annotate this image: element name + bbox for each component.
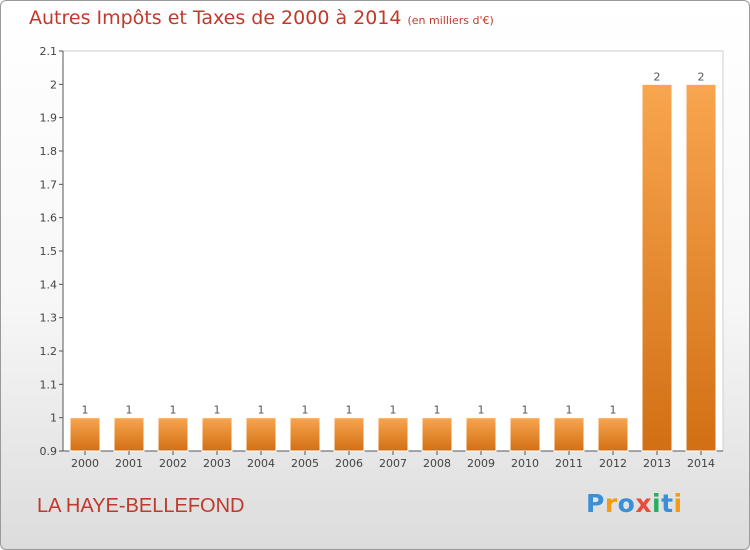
city-name: LA HAYE-BELLEFOND [37,495,245,517]
bar-value-label: 1 [126,404,133,417]
bar-2001 [113,417,145,452]
y-tick-label: 1.2 [40,345,58,358]
x-tick-label: 2012 [599,457,627,470]
x-tick-label: 2010 [511,457,539,470]
bar-value-label: 1 [610,404,617,417]
chart-title-text: Autres Impôts et Taxes de 2000 à 2014 [29,7,402,29]
x-tick-label: 2014 [687,457,715,470]
bar-2003 [201,417,233,452]
bar-2013 [641,83,673,452]
x-tick-label: 2001 [115,457,143,470]
bar-value-label: 2 [654,70,661,83]
bar-value-label: 2 [698,70,705,83]
y-tick-label: 2 [50,78,57,91]
y-tick-label: 1.3 [40,312,58,325]
bar-2009 [465,417,497,452]
x-tick-label: 2005 [291,457,319,470]
y-tick-label: 0.9 [40,445,58,458]
bar-2004 [245,417,277,452]
bar-2012 [597,417,629,452]
bar-2010 [509,417,541,452]
brand-letter: i [652,489,662,518]
x-tick-label: 2008 [423,457,451,470]
bar-value-label: 1 [302,404,309,417]
y-tick-label: 1.5 [40,245,58,258]
bar-2002 [157,417,189,452]
bar-value-label: 1 [214,404,221,417]
bar-value-label: 1 [346,404,353,417]
bar-value-label: 1 [522,404,529,417]
bar-value-label: 1 [566,404,573,417]
y-tick-label: 1.9 [40,112,58,125]
bar-2011 [553,417,585,452]
bar-value-label: 1 [478,404,485,417]
bar-2014 [685,83,717,452]
y-tick-label: 1.1 [40,378,58,391]
x-tick-label: 2011 [555,457,583,470]
x-tick-label: 2000 [71,457,99,470]
y-tick-label: 1.7 [40,178,58,191]
brand-letter: o [617,489,636,518]
x-tick-label: 2006 [335,457,363,470]
x-tick-label: 2004 [247,457,275,470]
bar-value-label: 1 [82,404,89,417]
plot-area [62,50,724,452]
x-tick-label: 2007 [379,457,407,470]
x-tick-label: 2013 [643,457,671,470]
y-tick-label: 2.1 [40,45,58,58]
bar-2005 [289,417,321,452]
y-tick-label: 1.8 [40,145,58,158]
bar-value-label: 1 [390,404,397,417]
brand-letter: r [604,489,618,518]
brand-letter: P [586,489,605,518]
y-tick-label: 1.4 [40,278,58,291]
x-tick-label: 2009 [467,457,495,470]
brand-letter: x [635,489,652,518]
bar-value-label: 1 [258,404,265,417]
chart-subtitle: (en milliers d'€) [407,14,494,27]
chart-title: Autres Impôts et Taxes de 2000 à 2014 (en… [29,7,494,29]
bar-value-label: 1 [434,404,441,417]
brand-letter: t [661,489,674,518]
brand-logo: Proxiti [586,489,683,518]
x-tick-label: 2003 [203,457,231,470]
y-tick-label: 1.6 [40,212,58,225]
brand-letter: i [673,489,683,518]
x-tick-label: 2002 [159,457,187,470]
bar-2006 [333,417,365,452]
y-tick-label: 1 [50,412,57,425]
bar-2008 [421,417,453,452]
bar-2000 [69,417,101,452]
bar-2007 [377,417,409,452]
bar-value-label: 1 [170,404,177,417]
